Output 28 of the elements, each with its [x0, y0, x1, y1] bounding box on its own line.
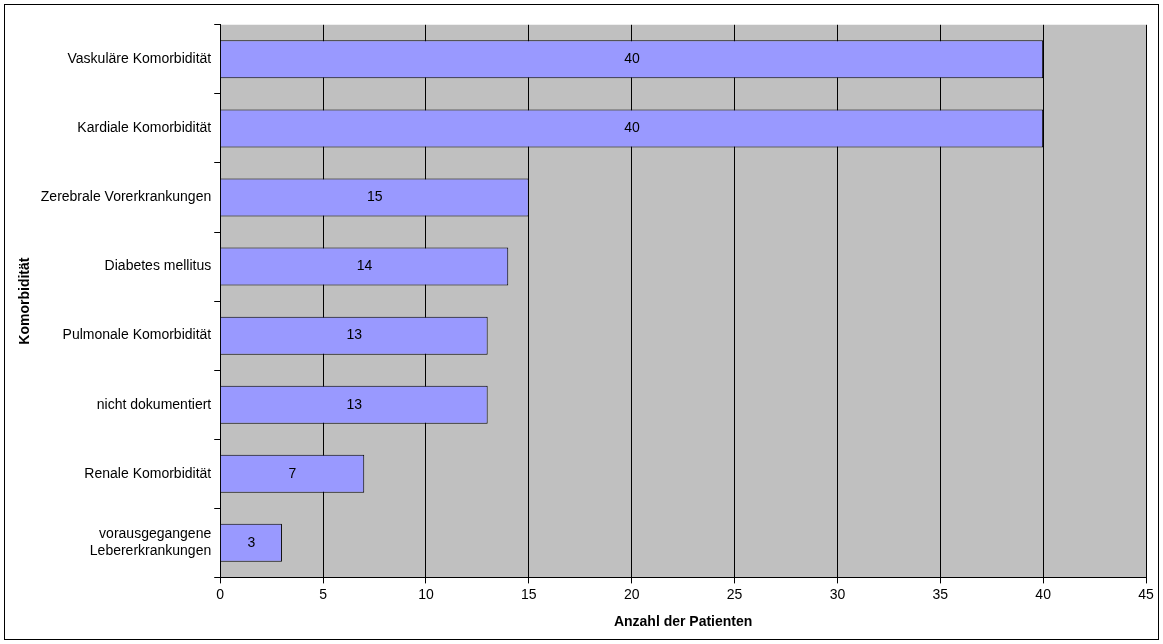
data-label: 3: [247, 533, 256, 550]
x-tick-label: 5: [319, 585, 328, 602]
y-tick-label: vorausgegangene Lebererkrankungen: [89, 525, 212, 559]
x-tick-label: 10: [418, 585, 434, 602]
x-axis-title: Anzahl der Patienten: [613, 613, 753, 630]
data-label: 40: [624, 50, 640, 67]
y-tick-label: Renale Komorbidität: [84, 464, 212, 481]
x-tick-label: 0: [216, 585, 225, 602]
y-tick-label: Vaskuläre Komorbidität: [67, 50, 212, 67]
x-tick-label: 40: [1035, 585, 1052, 602]
data-label: 14: [356, 257, 373, 274]
x-tick-label: 20: [623, 585, 640, 602]
y-tick-label: nicht dokumentiert: [96, 395, 212, 412]
y-tick-label: Zerebrale Vorerkrankungen: [40, 188, 212, 205]
y-tick-label: Pulmonale Komorbidität: [62, 326, 212, 343]
x-tick-label: 25: [726, 585, 743, 602]
x-tick-label: 15: [521, 585, 537, 602]
y-tick-label: Diabetes mellitus: [104, 257, 212, 274]
x-tick-label: 45: [1138, 585, 1154, 602]
data-label: 7: [288, 464, 297, 481]
x-tick-label: 30: [829, 585, 846, 602]
data-label: 13: [346, 395, 363, 412]
data-label: 13: [346, 326, 363, 343]
data-label: 40: [624, 119, 640, 136]
y-axis-title: Komorbidität: [16, 257, 33, 345]
x-tick-label: 35: [932, 585, 949, 602]
data-label: 15: [366, 188, 383, 205]
y-tick-label: Kardiale Komorbidität: [77, 119, 212, 136]
